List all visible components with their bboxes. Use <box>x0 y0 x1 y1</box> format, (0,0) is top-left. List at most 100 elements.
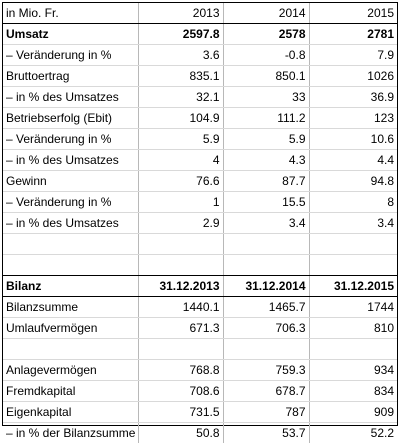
cell-2013: 50.8 <box>138 423 223 443</box>
row-eigenkapital: Eigenkapital 731.5 787 909 <box>3 402 397 423</box>
cell-2013: 731.5 <box>138 402 223 423</box>
row-label: – in % des Umsatzes <box>3 150 138 171</box>
row-label: Eigenkapital <box>3 402 138 423</box>
row-label: Umlaufvermögen <box>3 318 138 339</box>
cell-2014: 3.4 <box>223 213 309 234</box>
cell-2015: 123 <box>309 108 397 129</box>
cell-2013: 5.9 <box>138 129 223 150</box>
empty-row <box>3 339 397 360</box>
cell-2015 <box>309 339 397 360</box>
cell-2015: 94.8 <box>309 171 397 192</box>
year-2013-header: 2013 <box>138 3 223 24</box>
cell-2013: 2597.8 <box>138 24 223 45</box>
row-gewinn-pct: – in % des Umsatzes 2.9 3.4 3.4 <box>3 213 397 234</box>
cell-2014: 2578 <box>223 24 309 45</box>
cell-2013 <box>138 339 223 360</box>
cell-2013: 708.6 <box>138 381 223 402</box>
row-label <box>3 339 138 360</box>
cell-2013: 1 <box>138 192 223 213</box>
cell-2013: 2.9 <box>138 213 223 234</box>
cell-2013: 76.6 <box>138 171 223 192</box>
row-label: – in % der Bilanzsumme <box>3 423 138 443</box>
cell-2015: 934 <box>309 360 397 381</box>
row-anlagevermoegen: Anlagevermögen 768.8 759.3 934 <box>3 360 397 381</box>
cell-2014: 759.3 <box>223 360 309 381</box>
financial-table-sheet: in Mio. Fr. 2013 2014 2015 Umsatz 2597.8… <box>2 2 398 426</box>
cell-2013 <box>138 255 223 276</box>
cell-2015: 36.9 <box>309 87 397 108</box>
cell-2014: 850.1 <box>223 66 309 87</box>
cell-2015: 834 <box>309 381 397 402</box>
year-2014-header: 2014 <box>223 3 309 24</box>
cell-2015: 4.4 <box>309 150 397 171</box>
row-label: – Veränderung in % <box>3 192 138 213</box>
year-2015-header: 2015 <box>309 3 397 24</box>
row-label: – Veränderung in % <box>3 45 138 66</box>
cell-2013: 104.9 <box>138 108 223 129</box>
row-label: Umsatz <box>3 24 138 45</box>
cell-2014: -0.8 <box>223 45 309 66</box>
row-label: Anlagevermögen <box>3 360 138 381</box>
row-fremdkapital: Fremdkapital 708.6 678.7 834 <box>3 381 397 402</box>
row-label: – in % des Umsatzes <box>3 87 138 108</box>
cell-2015: 7.9 <box>309 45 397 66</box>
row-gewinn-change: – Veränderung in % 1 15.5 8 <box>3 192 397 213</box>
cell-2015 <box>309 255 397 276</box>
cell-2013: 32.1 <box>138 87 223 108</box>
cell-2014: 787 <box>223 402 309 423</box>
cell-2014: 4.3 <box>223 150 309 171</box>
row-label: Bilanz <box>3 276 138 297</box>
cell-2015: 909 <box>309 402 397 423</box>
row-bruttoertrag-pct: – in % des Umsatzes 32.1 33 36.9 <box>3 87 397 108</box>
row-umsatz-change: – Veränderung in % 3.6 -0.8 7.9 <box>3 45 397 66</box>
row-label: Bilanzsumme <box>3 297 138 318</box>
row-label: Betriebserfolg (Ebit) <box>3 108 138 129</box>
cell-2013: 768.8 <box>138 360 223 381</box>
row-label: Gewinn <box>3 171 138 192</box>
cell-2014 <box>223 339 309 360</box>
row-label <box>3 255 138 276</box>
cell-2014: 53.7 <box>223 423 309 443</box>
cell-2013: 3.6 <box>138 45 223 66</box>
cell-2015 <box>309 234 397 255</box>
cell-2013: 671.3 <box>138 318 223 339</box>
row-umlaufvermoegen: Umlaufvermögen 671.3 706.3 810 <box>3 318 397 339</box>
cell-2015: 8 <box>309 192 397 213</box>
cell-2014: 87.7 <box>223 171 309 192</box>
cell-2014: 31.12.2014 <box>223 276 309 297</box>
row-label: – in % des Umsatzes <box>3 213 138 234</box>
row-bilanz-header: Bilanz 31.12.2013 31.12.2014 31.12.2015 <box>3 276 397 297</box>
row-label: Fremdkapital <box>3 381 138 402</box>
cell-2015: 10.6 <box>309 129 397 150</box>
empty-row <box>3 255 397 276</box>
cell-2014: 5.9 <box>223 129 309 150</box>
financial-table: in Mio. Fr. 2013 2014 2015 Umsatz 2597.8… <box>3 3 397 443</box>
header-row: in Mio. Fr. 2013 2014 2015 <box>3 3 397 24</box>
cell-2014: 678.7 <box>223 381 309 402</box>
cell-2014: 15.5 <box>223 192 309 213</box>
row-bruttoertrag: Bruttoertrag 835.1 850.1 1026 <box>3 66 397 87</box>
cell-2013: 835.1 <box>138 66 223 87</box>
cell-2013: 4 <box>138 150 223 171</box>
row-eigenkapital-pct: – in % der Bilanzsumme 50.8 53.7 52.2 <box>3 423 397 443</box>
cell-2013 <box>138 234 223 255</box>
cell-2015: 2781 <box>309 24 397 45</box>
cell-2015: 810 <box>309 318 397 339</box>
cell-2014: 1465.7 <box>223 297 309 318</box>
cell-2014: 33 <box>223 87 309 108</box>
cell-2014 <box>223 234 309 255</box>
cell-2014 <box>223 255 309 276</box>
cell-2015: 3.4 <box>309 213 397 234</box>
row-bilanzsumme: Bilanzsumme 1440.1 1465.7 1744 <box>3 297 397 318</box>
cell-2015: 31.12.2015 <box>309 276 397 297</box>
row-gewinn: Gewinn 76.6 87.7 94.8 <box>3 171 397 192</box>
row-umsatz: Umsatz 2597.8 2578 2781 <box>3 24 397 45</box>
row-ebit-change: – Veränderung in % 5.9 5.9 10.6 <box>3 129 397 150</box>
cell-2013: 31.12.2013 <box>138 276 223 297</box>
cell-2014: 111.2 <box>223 108 309 129</box>
cell-2015: 1744 <box>309 297 397 318</box>
row-label: – Veränderung in % <box>3 129 138 150</box>
row-label: Bruttoertrag <box>3 66 138 87</box>
empty-row <box>3 234 397 255</box>
cell-2015: 1026 <box>309 66 397 87</box>
